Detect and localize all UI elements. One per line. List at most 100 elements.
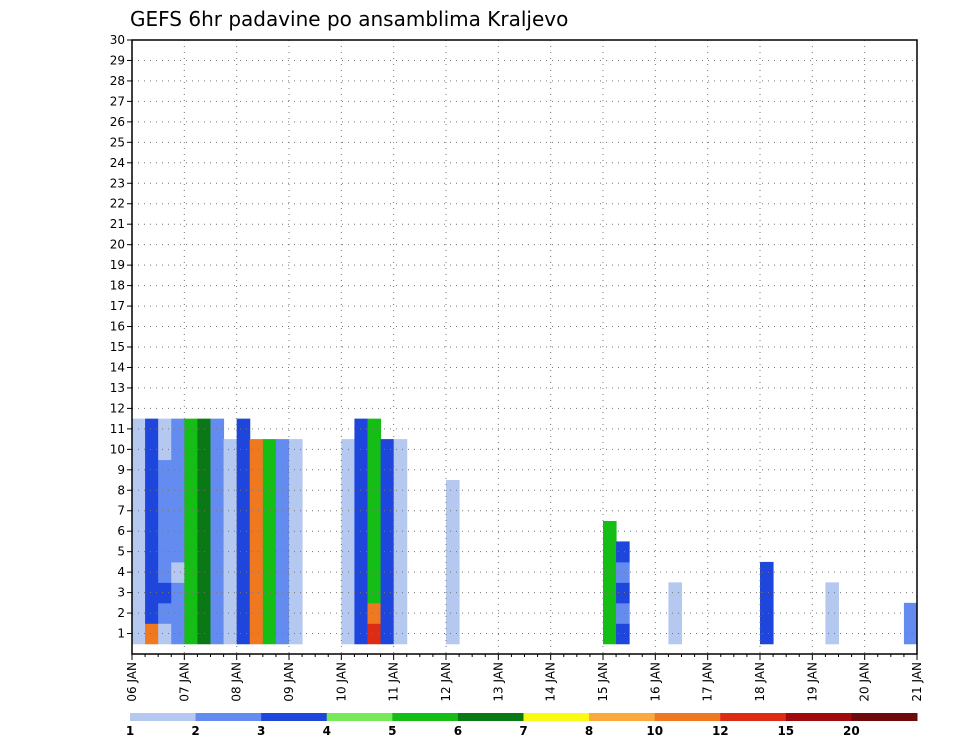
heatmap-cell [616,623,630,645]
heatmap-cell [367,541,382,563]
colorbar-swatch [457,713,524,721]
heatmap-cell [262,541,277,563]
heatmap-cell [223,480,238,501]
y-tick-label: 2 [117,606,125,620]
heatmap-cell [760,561,774,583]
heatmap-cell [210,520,225,542]
y-tick-label: 17 [110,299,125,313]
heatmap-cell [158,520,172,542]
heatmap-cell [249,480,264,501]
x-tick-label: 20 JAN [858,662,872,702]
colorbar-label: 1 [126,724,134,738]
heatmap-cell [249,602,264,624]
x-tick-label: 08 JAN [230,662,244,702]
y-tick-label: 20 [110,238,125,252]
x-tick-label: 12 JAN [439,662,453,702]
chart-title: GEFS 6hr padavine po ansamblima Kraljevo [130,7,568,31]
heatmap-cell [603,541,617,563]
colorbar-label: 8 [585,724,593,738]
heatmap-cell [367,602,382,624]
heatmap-cell [184,500,198,522]
heatmap-cell [354,500,368,522]
heatmap-cell [668,623,682,645]
heatmap-cell [262,480,277,501]
x-tick-label: 09 JAN [282,662,296,702]
y-tick-label: 10 [110,442,125,456]
heatmap-cell [145,439,159,461]
heatmap-cell [446,500,460,522]
colorbar-label: 5 [388,724,396,738]
heatmap-cell [603,623,617,645]
y-tick-label: 29 [110,53,125,67]
heatmap-cell [236,582,251,604]
cells-layer [132,418,918,645]
heatmap-cell [289,480,303,501]
heatmap-cell [603,582,617,604]
y-tick-label: 27 [110,94,125,108]
heatmap-cell [210,561,225,583]
heatmap-cell [236,459,251,481]
heatmap-cell [171,602,185,624]
heatmap-cell [158,500,172,522]
heatmap-cell [289,561,303,583]
heatmap-cell [367,500,382,522]
colorbar-label: 15 [777,724,794,738]
heatmap-cell [289,500,303,522]
heatmap-cell [393,439,408,461]
heatmap-cell [210,500,225,522]
heatmap-cell [289,582,303,604]
heatmap-cell [223,541,238,563]
colorbar-swatch [195,713,262,721]
colorbar-swatch [589,713,656,721]
heatmap-cell [393,623,408,645]
heatmap-cell [145,582,159,604]
heatmap-cell [249,582,264,604]
heatmap-cell [446,541,460,563]
heatmap-cell [393,500,408,522]
heatmap-cell [145,520,159,542]
heatmap-cell [171,439,185,461]
heatmap-cell [393,561,408,583]
heatmap-cell [236,480,251,501]
heatmap-cell [354,623,368,645]
heatmap-cell [262,623,277,645]
heatmap-cell [393,459,408,481]
heatmap-cell [446,582,460,604]
y-tick-label: 30 [110,33,125,47]
heatmap-cell [393,541,408,563]
heatmap-cell [289,623,303,645]
heatmap-cell [236,602,251,624]
heatmap-cell [236,520,251,542]
heatmap-cell [446,561,460,583]
y-tick-label: 6 [117,524,125,538]
heatmap-cell [380,582,395,604]
heatmap-cell [354,480,368,501]
heatmap-cell [145,418,159,440]
heatmap-cell [210,602,225,624]
heatmap-cell [668,602,682,624]
colorbar-swatch [523,713,590,721]
heatmap-cell [210,418,225,440]
heatmap-cell [354,602,368,624]
heatmap-cell [616,582,630,604]
heatmap-cell [354,418,368,440]
y-tick-label: 8 [117,483,125,497]
y-tick-label: 24 [110,156,125,170]
colorbar: 1 2 3 4 5 6 7 8 10 12 15 20 [126,713,918,738]
heatmap-cell [367,459,382,481]
heatmap-cell [184,439,198,461]
heatmap-cell [616,541,630,563]
colorbar-swatch [261,713,328,721]
heatmap-cell [380,459,395,481]
heatmap-cell [354,561,368,583]
colorbar-swatch [654,713,721,721]
grid-layer [132,40,917,654]
heatmap-cell [145,561,159,583]
heatmap-cell [223,439,238,461]
colorbar-label: 3 [257,724,265,738]
heatmap-cell [171,520,185,542]
heatmap-cell [158,561,172,583]
y-tick-label: 18 [110,279,125,293]
heatmap-cell [145,623,159,645]
